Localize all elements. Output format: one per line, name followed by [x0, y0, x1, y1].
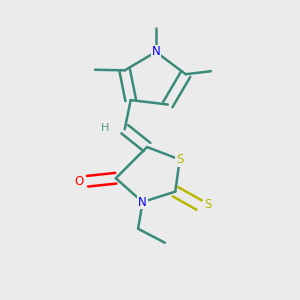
Text: H: H [101, 123, 110, 133]
Text: N: N [152, 45, 160, 58]
Text: N: N [138, 196, 147, 208]
Text: O: O [74, 175, 83, 188]
Text: S: S [204, 199, 211, 212]
Text: S: S [176, 153, 183, 166]
